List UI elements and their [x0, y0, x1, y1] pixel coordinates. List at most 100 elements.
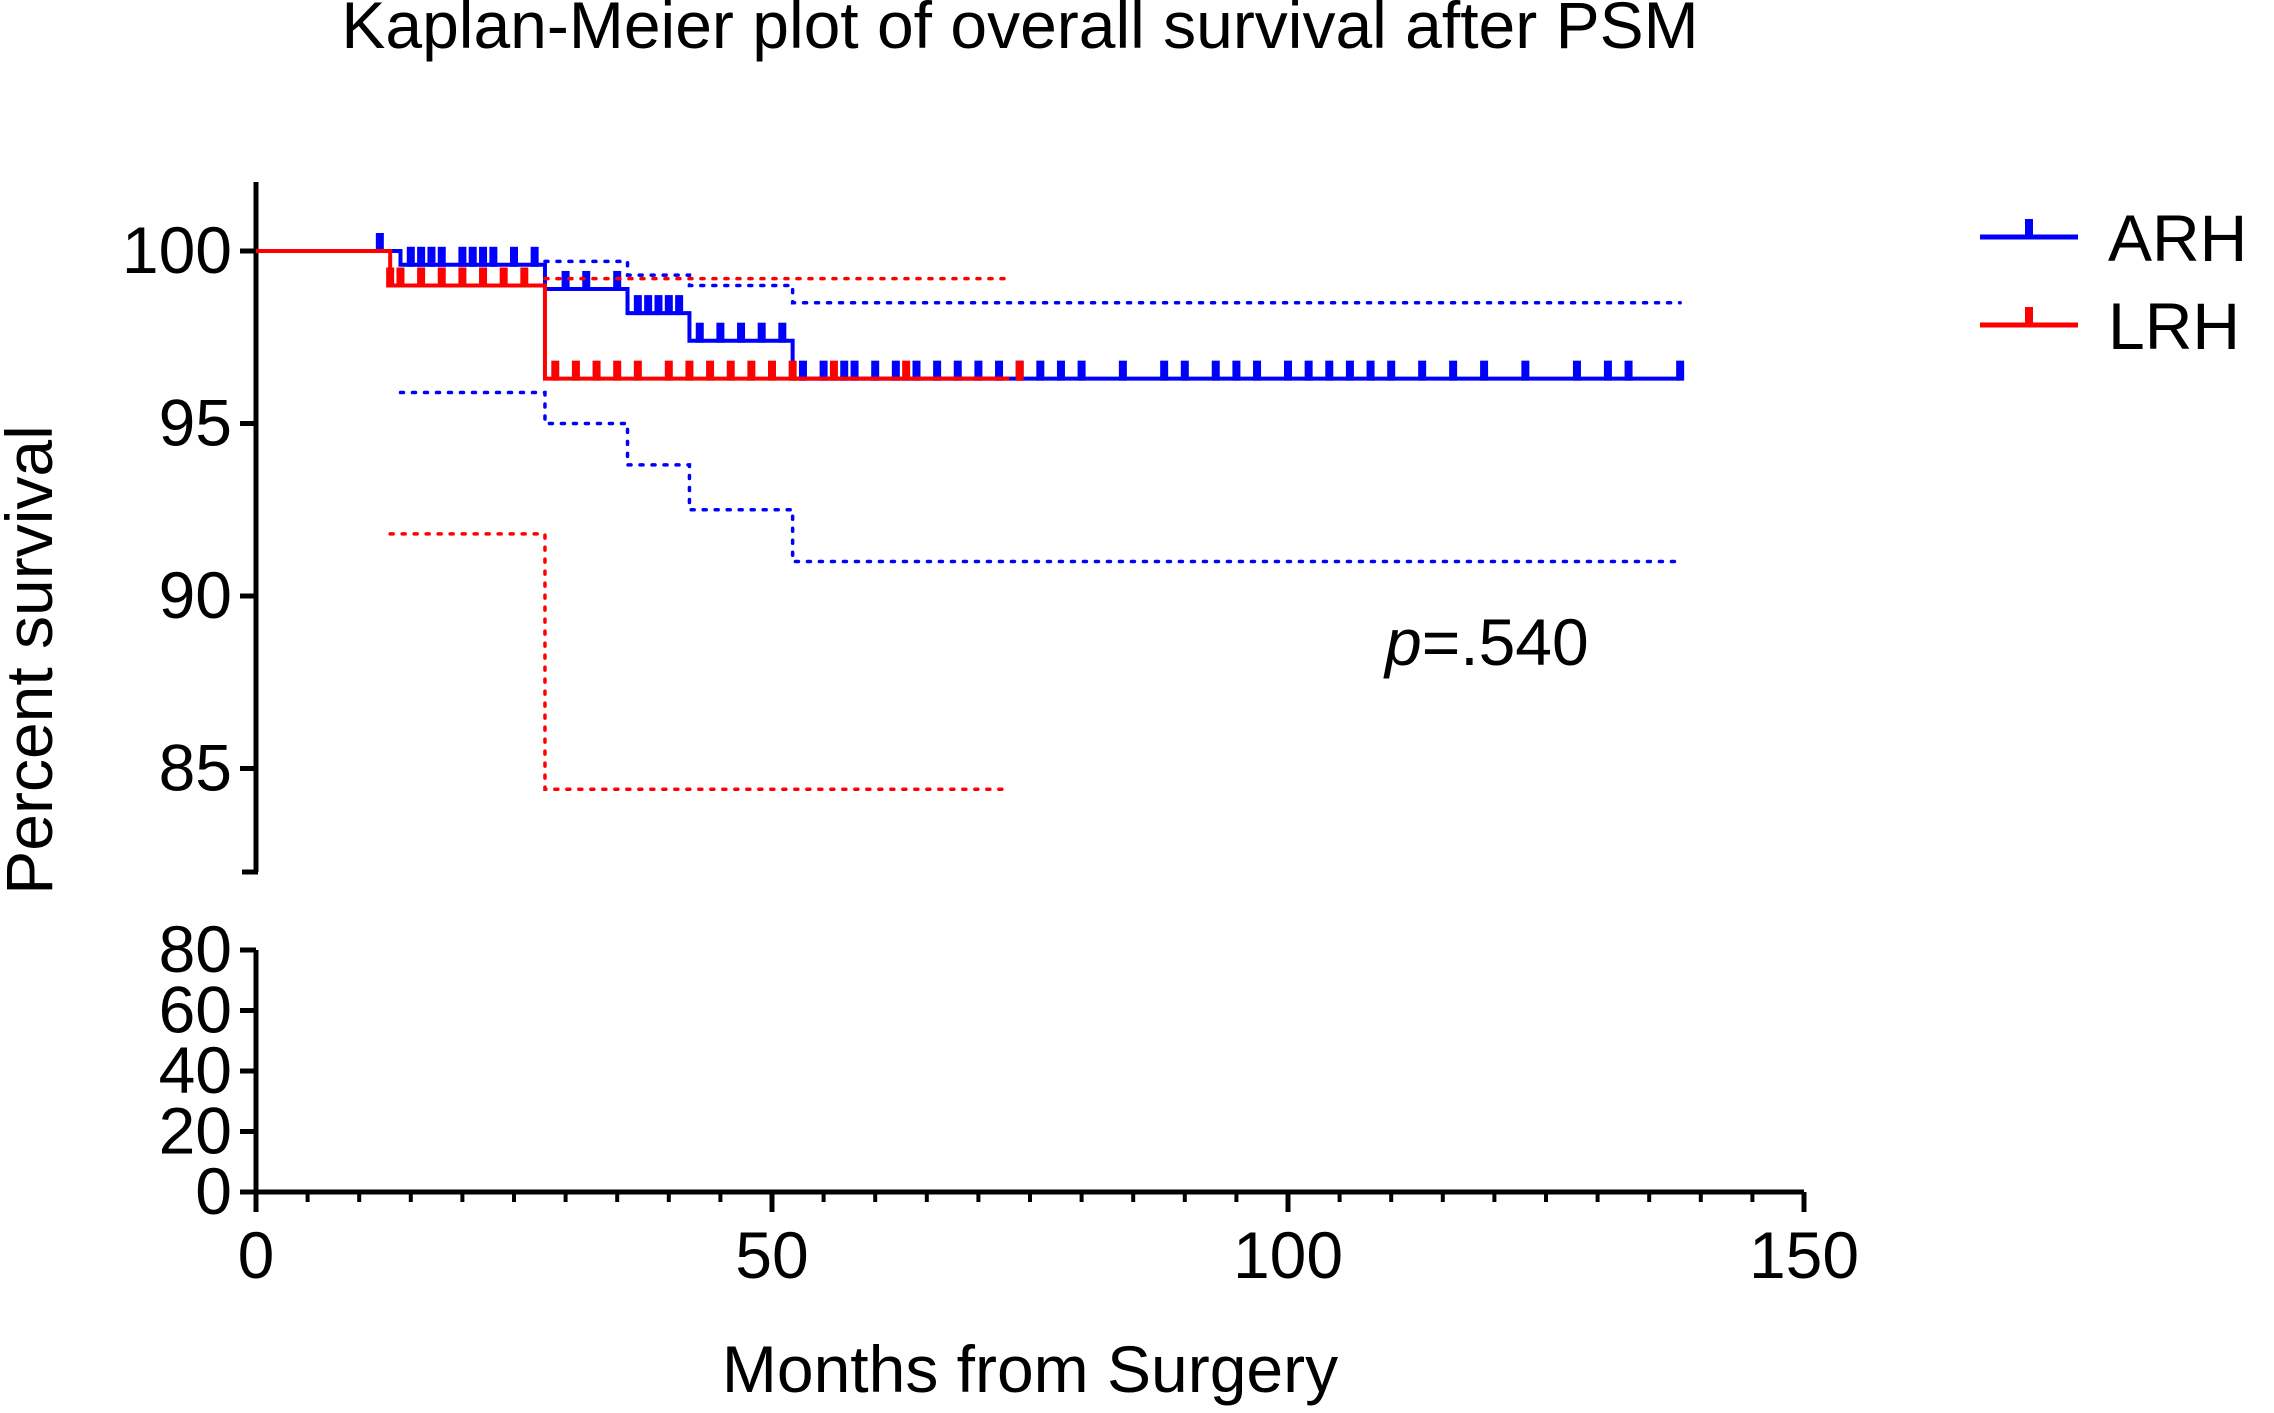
arh-censor-mark: [995, 360, 1004, 381]
arh-censor-mark: [489, 246, 498, 267]
lrh-censor-mark: [551, 360, 560, 381]
upper-y-tick-label: 90: [159, 558, 232, 632]
y-axis-label: Percent survival: [0, 425, 66, 895]
x-tick-label: 0: [238, 1218, 275, 1292]
arh-censor-mark: [871, 360, 880, 381]
lrh-censor-mark: [592, 360, 601, 381]
arh-censor-mark: [695, 322, 704, 343]
arh-censor-mark: [798, 360, 807, 381]
arh-censor-mark: [1345, 360, 1354, 381]
lrh-censor-mark: [396, 267, 405, 288]
arh-censor-mark: [1160, 360, 1169, 381]
lrh-censor-mark: [902, 360, 911, 381]
arh-censor-mark: [664, 295, 673, 316]
arh-censor-mark: [644, 295, 653, 316]
lrh-censor-mark: [664, 360, 673, 381]
upper-y-tick-label: 85: [159, 731, 232, 805]
arh-censor-mark: [406, 246, 415, 267]
legend-label-lrh: LRH: [2108, 289, 2240, 363]
lrh-censor-mark: [747, 360, 756, 381]
arh-censor-mark: [1118, 360, 1127, 381]
legend-censor-mark-lrh: [2025, 307, 2033, 327]
arh-censor-mark: [1366, 360, 1375, 381]
arh-ci-upper: [543, 259, 1682, 305]
arh-censor-mark: [675, 295, 684, 316]
arh-censor-mark: [437, 246, 446, 267]
arh-censor-mark: [1624, 360, 1633, 381]
series-lrh: [256, 249, 1024, 791]
arh-censor-mark: [458, 246, 467, 267]
arh-censor-mark: [1676, 360, 1685, 381]
lrh-censor-mark: [829, 360, 838, 381]
x-tick-label: 50: [735, 1218, 808, 1292]
lower-y-tick-label: 0: [195, 1154, 232, 1228]
series-layer: [256, 233, 1685, 791]
arh-censor-mark: [1211, 360, 1220, 381]
arh-censor-mark: [1387, 360, 1396, 381]
lrh-censor-mark: [458, 267, 467, 288]
lrh-censor-mark: [1015, 360, 1024, 381]
arh-censor-mark: [427, 246, 436, 267]
arh-censor-mark: [1253, 360, 1262, 381]
x-axis-label: Months from Surgery: [722, 1332, 1338, 1406]
arh-censor-mark: [1036, 360, 1045, 381]
lrh-survival-curve: [256, 249, 1010, 381]
p-value-text: =.540: [1422, 605, 1589, 679]
arh-censor-mark: [819, 360, 828, 381]
lrh-censor-mark: [499, 267, 508, 288]
legend-censor-mark-arh: [2025, 219, 2033, 239]
arh-censor-mark: [840, 360, 849, 381]
lrh-censor-mark: [479, 267, 488, 288]
arh-censor-mark: [1180, 360, 1189, 381]
arh-censor-mark: [468, 246, 477, 267]
upper-y-tick-label: 95: [159, 386, 232, 460]
p-value-annotation: p=.540: [1383, 605, 1589, 679]
arh-censor-mark: [1232, 360, 1241, 381]
arh-censor-mark: [1480, 360, 1489, 381]
arh-censor-mark: [953, 360, 962, 381]
arh-censor-mark: [375, 233, 384, 253]
arh-censor-mark: [850, 360, 859, 381]
arh-censor-mark: [778, 322, 787, 343]
lrh-censor-mark: [768, 360, 776, 381]
lrh-censor-mark: [706, 360, 715, 381]
x-tick-label: 100: [1233, 1218, 1343, 1292]
lrh-censor-mark: [571, 360, 580, 381]
arh-censor-mark: [933, 360, 942, 381]
arh-censor-mark: [510, 246, 518, 267]
arh-censor-mark: [1077, 360, 1086, 381]
upper-y-tick-label: 100: [122, 213, 232, 287]
arh-censor-mark: [633, 295, 642, 316]
lower-y-tick-label: 20: [159, 1094, 232, 1168]
arh-censor-mark: [1521, 360, 1530, 381]
arh-censor-mark: [530, 246, 539, 267]
arh-censor-mark: [1449, 360, 1458, 381]
lower-y-tick-label: 40: [159, 1033, 232, 1107]
arh-censor-mark: [757, 322, 766, 343]
arh-censor-mark: [1603, 360, 1612, 381]
arh-censor-mark: [1056, 360, 1065, 381]
arh-censor-mark: [1572, 360, 1581, 381]
arh-censor-mark: [737, 322, 746, 343]
chart-title: Kaplan-Meier plot of overall survival af…: [341, 0, 1698, 62]
lrh-censor-mark: [726, 360, 735, 381]
arh-censor-mark: [1418, 360, 1427, 381]
x-tick-label: 150: [1749, 1218, 1859, 1292]
legend-label-arh: ARH: [2108, 201, 2247, 275]
arh-survival-curve: [256, 249, 1681, 381]
lrh-censor-mark: [633, 360, 642, 381]
lrh-censor-mark: [685, 360, 694, 381]
arh-ci-lower: [398, 390, 1682, 564]
p-value-italic: p: [1383, 605, 1422, 679]
lrh-ci-lower: [388, 532, 1012, 791]
arh-censor-mark: [582, 270, 591, 291]
arh-censor-mark: [1304, 360, 1313, 381]
arh-censor-mark: [1284, 360, 1292, 381]
lower-y-tick-label: 80: [159, 912, 232, 986]
arh-censor-mark: [891, 360, 900, 381]
arh-censor-mark: [716, 322, 725, 343]
arh-censor-mark: [912, 360, 921, 381]
